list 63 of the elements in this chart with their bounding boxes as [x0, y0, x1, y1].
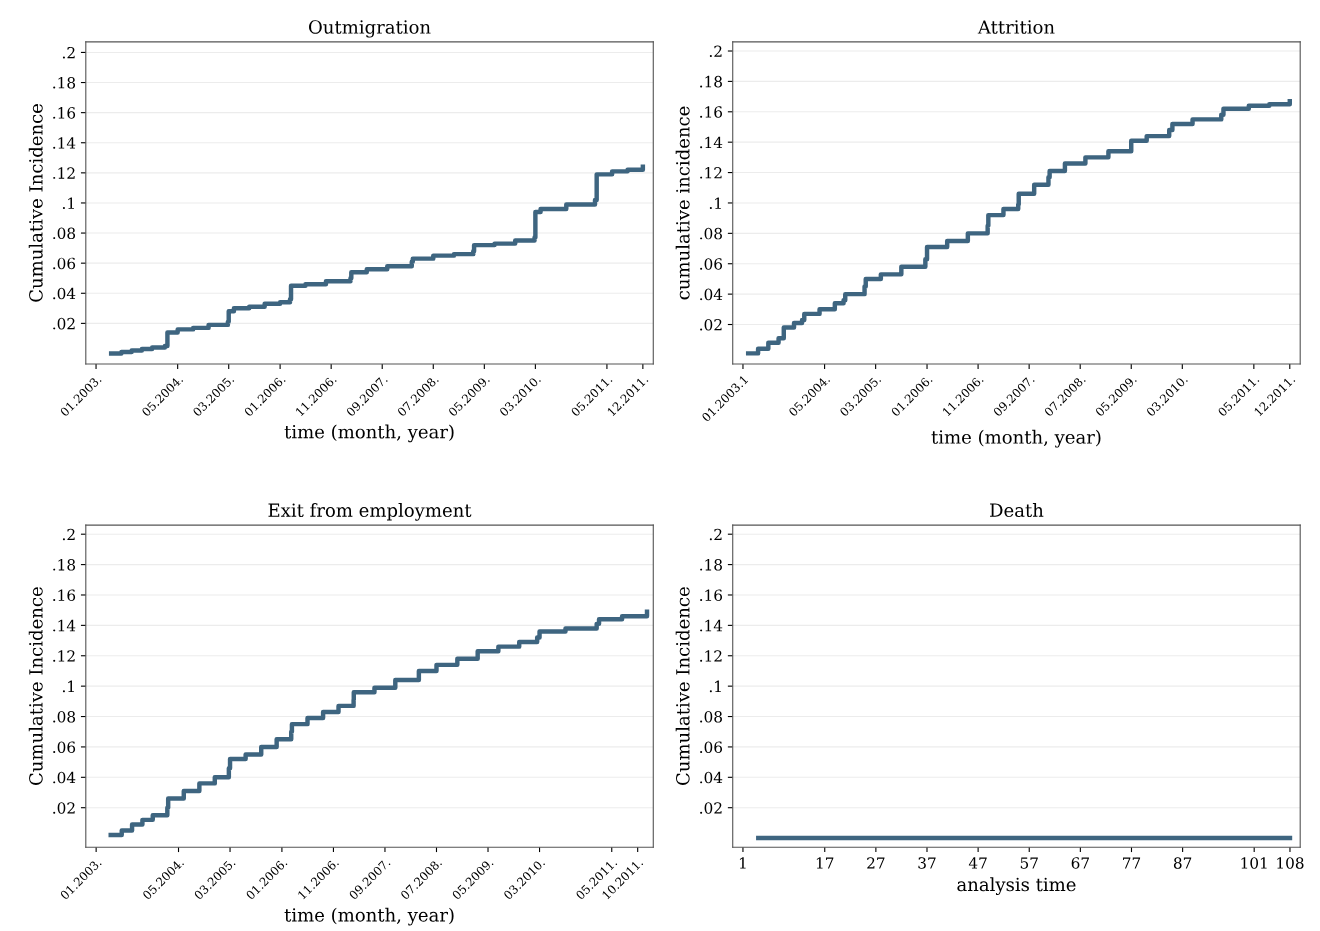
y-axis-title: cumulative incidence — [675, 106, 690, 300]
x-tick-label: 77 — [1123, 857, 1141, 869]
y-tick-label: .1 — [709, 197, 721, 209]
chart-title: Attrition — [977, 20, 1055, 34]
y-tick-label: .1 — [62, 680, 74, 693]
y-tick-label: .08 — [700, 711, 722, 723]
y-tick-label: .08 — [53, 711, 76, 723]
y-tick-label: .14 — [700, 136, 723, 149]
x-tick-label: 101 — [1241, 857, 1267, 869]
y-tick-label: .16 — [53, 107, 76, 119]
y-tick-label: .2 — [709, 528, 722, 541]
y-tick-label: .02 — [53, 317, 75, 330]
y-tick-label: .12 — [700, 650, 722, 662]
y-tick-label: .06 — [53, 257, 76, 270]
y-tick-label: .12 — [53, 650, 75, 662]
x-tick-label: 108 — [1277, 857, 1304, 869]
y-tick-label: .2 — [709, 45, 722, 58]
x-tick-label: 67 — [1071, 857, 1089, 869]
y-tick-label: .2 — [62, 46, 75, 59]
y-tick-label: .18 — [700, 559, 722, 571]
y-tick-label: .02 — [53, 802, 75, 814]
x-axis-title: time (month, year) — [284, 424, 454, 443]
y-tick-label: .18 — [700, 75, 722, 88]
x-tick-label: 87 — [1173, 857, 1192, 869]
y-tick-label: .14 — [53, 619, 76, 632]
x-axis-title: analysis time — [957, 877, 1076, 895]
chart-title: Exit from employment — [268, 503, 472, 521]
chart-title: Outmigration — [309, 20, 431, 38]
y-tick-label: .06 — [700, 258, 723, 270]
y-tick-label: .02 — [700, 318, 722, 331]
y-tick-label: .2 — [62, 528, 75, 541]
y-tick-label: .04 — [53, 287, 76, 300]
y-tick-label: .12 — [700, 167, 722, 179]
x-tick-label: 1 — [739, 857, 746, 869]
x-tick-label: 17 — [816, 857, 834, 869]
y-tick-label: .08 — [700, 227, 722, 240]
y-tick-label: .16 — [53, 589, 76, 601]
y-axis-title: Cumulative Incidence — [28, 104, 43, 302]
chart-title: Death — [990, 503, 1044, 518]
y-tick-label: .16 — [700, 106, 723, 118]
y-tick-label: .14 — [700, 619, 723, 632]
x-tick-label: 57 — [1020, 857, 1038, 869]
x-axis-title: time (month, year) — [931, 429, 1101, 448]
y-tick-label: .12 — [53, 167, 75, 179]
x-axis-title: time (month, year) — [284, 907, 454, 926]
y-axis-title: Cumulative Incidence — [28, 587, 43, 785]
x-tick-label: 27 — [867, 857, 885, 869]
y-tick-label: .1 — [709, 680, 721, 693]
y-tick-label: .08 — [53, 227, 76, 240]
y-tick-label: .04 — [700, 288, 723, 301]
y-tick-label: .1 — [62, 197, 74, 209]
y-tick-label: .16 — [700, 589, 723, 601]
y-tick-label: .04 — [700, 771, 723, 784]
y-tick-label: .06 — [53, 741, 76, 753]
y-tick-label: .04 — [53, 771, 76, 784]
y-axis-title: Cumulative Incidence — [675, 587, 690, 785]
x-tick-label: 47 — [968, 857, 987, 869]
y-tick-label: .18 — [53, 559, 76, 571]
y-tick-label: .14 — [53, 137, 76, 149]
x-tick-label: 37 — [918, 857, 936, 869]
y-tick-label: .02 — [700, 802, 722, 814]
y-tick-label: .06 — [700, 741, 723, 753]
y-tick-label: .18 — [53, 77, 76, 89]
